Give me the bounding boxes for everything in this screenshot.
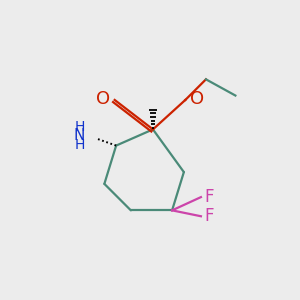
Text: F: F [205,188,214,206]
Text: O: O [96,90,110,108]
Text: O: O [190,90,204,108]
Text: N: N [74,128,85,143]
Text: H: H [74,120,85,134]
Text: F: F [205,207,214,225]
Text: H: H [74,138,85,152]
